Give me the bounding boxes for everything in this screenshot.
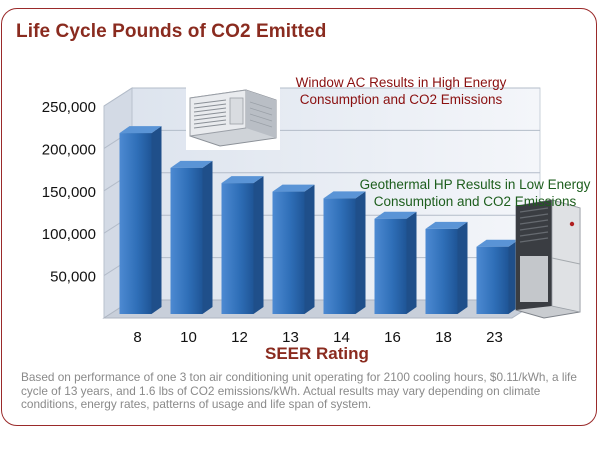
geothermal-heat-pump-image (515, 199, 581, 319)
bar-top (374, 211, 417, 219)
bar (476, 239, 519, 314)
bar-top (425, 221, 468, 229)
bar-top (323, 191, 366, 199)
x-tick-label: 10 (180, 329, 197, 346)
bar (374, 211, 417, 314)
bar-front (425, 228, 458, 314)
bar (323, 191, 366, 314)
bar-side (202, 160, 213, 314)
gridline-side (103, 87, 133, 107)
x-tick-label: 23 (486, 329, 503, 346)
y-tick-label: 50,000 (50, 269, 96, 286)
geothermal-callout: Geothermal HP Results in Low Energy Cons… (356, 176, 594, 210)
bar-side (151, 126, 162, 315)
bar-front (221, 183, 254, 314)
x-axis-title: SEER Rating (265, 344, 369, 363)
geothermal-callout-line2: Consumption and CO2 Emissions (373, 194, 577, 209)
plot-floor (102, 299, 542, 319)
x-tick-label: 14 (333, 329, 350, 346)
bars-group (119, 126, 519, 315)
bar-front (374, 218, 407, 314)
bar-top (221, 176, 264, 184)
x-tick-label: 18 (435, 329, 452, 346)
bar (272, 184, 315, 314)
y-tick-label: 250,000 (42, 99, 96, 116)
bar (170, 160, 213, 314)
x-tick-label: 16 (384, 329, 401, 346)
x-tick-label: 8 (133, 329, 141, 346)
bar-top (476, 239, 519, 247)
window-ac-callout: Window AC Results in High Energy Consump… (286, 74, 516, 108)
bar-front (170, 167, 203, 314)
window-ac-image (186, 80, 280, 150)
window-ac-callout-line2: Consumption and CO2 Emissions (299, 92, 503, 107)
x-axis-ticks: 8 10 12 13 14 16 18 23 (133, 329, 503, 346)
footnote: Based on performance of one 3 ton air co… (21, 370, 577, 411)
bar-top (170, 160, 213, 168)
bar (221, 176, 264, 314)
bar-side (253, 176, 264, 314)
bar-top (119, 126, 162, 134)
bar-front (119, 133, 152, 314)
bar (425, 221, 468, 314)
x-tick-label: 12 (231, 329, 248, 346)
bar-front (272, 191, 305, 314)
y-tick-label: 200,000 (42, 141, 96, 158)
bar-front (476, 246, 509, 314)
chart-title: Life Cycle Pounds of CO2 Emitted (16, 21, 327, 42)
bar-front (323, 198, 356, 314)
bar (119, 126, 162, 315)
x-tick-label: 13 (282, 329, 299, 346)
bar-side (457, 221, 468, 314)
geothermal-callout-line1: Geothermal HP Results in Low Energy (359, 177, 591, 192)
bar-side (355, 191, 366, 314)
y-tick-label: 150,000 (42, 184, 96, 201)
window-ac-callout-line1: Window AC Results in High Energy (295, 75, 507, 90)
bar-side (406, 211, 417, 314)
bar-top (272, 184, 315, 192)
y-axis-ticks: 50,000 100,000 150,000 200,000 250,000 (42, 99, 96, 286)
bar-side (304, 184, 315, 314)
y-tick-label: 100,000 (42, 226, 96, 243)
